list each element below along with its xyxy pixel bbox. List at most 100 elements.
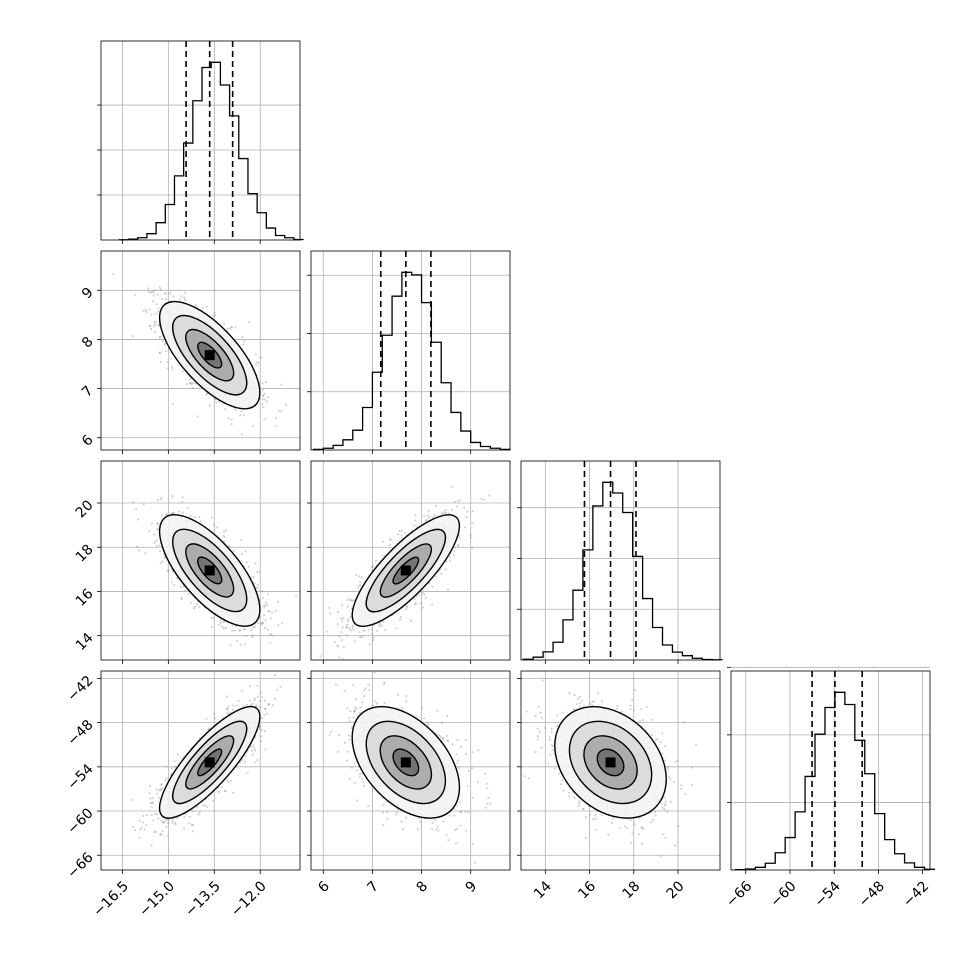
scatter-point	[152, 291, 155, 294]
scatter-point	[359, 584, 362, 587]
scatter-point	[198, 736, 201, 740]
scatter-point	[158, 351, 162, 354]
scatter-point	[448, 559, 451, 562]
scatter-point	[256, 684, 259, 687]
scatter-point	[378, 623, 381, 626]
scatter-point	[221, 625, 224, 628]
scatter-point	[418, 594, 421, 597]
scatter-panel-p3-p1	[100, 460, 301, 661]
scatter-point	[198, 811, 201, 814]
scatter-point	[163, 343, 166, 346]
histogram-step-p4	[734, 691, 936, 871]
scatter-point	[239, 629, 242, 632]
scatter-point	[471, 547, 474, 550]
scatter-point	[172, 819, 175, 822]
scatter-point	[164, 349, 167, 352]
scatter-point	[148, 325, 151, 328]
scatter-point	[249, 703, 252, 706]
scatter-point	[370, 565, 373, 569]
scatter-point	[397, 533, 400, 536]
scatter-point	[161, 787, 164, 790]
scatter-point	[225, 626, 228, 630]
scatter-point	[156, 522, 159, 525]
scatter-point	[192, 607, 196, 610]
scatter-point	[112, 273, 115, 276]
scatter-point	[480, 497, 483, 500]
scatter-point	[424, 519, 427, 523]
scatter-point	[154, 320, 157, 323]
scatter-point	[156, 792, 159, 795]
scatter-point	[153, 541, 156, 545]
panel-frame	[100, 40, 301, 241]
scatter-point	[371, 632, 374, 636]
scatter-point	[464, 526, 467, 529]
scatter-point	[186, 383, 189, 386]
scatter-point	[230, 418, 233, 421]
scatter-point	[158, 336, 161, 339]
scatter-point	[427, 509, 430, 513]
scatter-point	[134, 829, 137, 832]
scatter-point	[242, 414, 246, 417]
scatter-point	[336, 623, 340, 626]
scatter-point	[261, 388, 264, 391]
scatter-point	[210, 516, 213, 519]
scatter-point	[258, 571, 261, 574]
scatter-point	[354, 574, 357, 577]
scatter-point	[193, 516, 196, 519]
scatter-point	[263, 392, 266, 395]
scatter-point	[254, 353, 257, 356]
scatter-point	[257, 361, 260, 364]
scatter-point	[245, 561, 248, 564]
scatter-point	[183, 298, 187, 301]
scatter-point	[244, 628, 247, 631]
scatter-point	[225, 529, 228, 532]
scatter-point	[430, 603, 434, 606]
scatter-point	[161, 822, 165, 825]
scatter-point	[227, 705, 230, 708]
scatter-point	[253, 698, 256, 701]
scatter-point	[230, 326, 233, 329]
scatter-point	[260, 623, 264, 626]
scatter-point	[450, 508, 454, 511]
scatter-point	[367, 629, 370, 632]
scatter-point	[268, 610, 271, 613]
scatter-point	[256, 759, 259, 762]
scatter-point	[251, 634, 254, 637]
scatter-point	[222, 621, 225, 624]
scatter-point	[357, 587, 360, 590]
scatter-point	[234, 408, 237, 411]
scatter-point	[228, 545, 231, 548]
scatter-point	[184, 589, 187, 592]
scatter-point	[256, 586, 259, 589]
scatter-point	[171, 366, 174, 369]
scatter-point	[161, 830, 164, 833]
scatter-point	[259, 691, 262, 695]
scatter-point	[357, 584, 360, 587]
scatter-point	[229, 644, 232, 647]
scatter-point	[217, 623, 220, 626]
scatter-point	[345, 634, 348, 637]
scatter-point	[263, 604, 266, 608]
scatter-point	[246, 771, 249, 774]
scatter-point	[227, 781, 230, 784]
scatter-point	[251, 753, 254, 756]
scatter-point	[213, 311, 216, 314]
scatter-point	[259, 699, 262, 702]
scatter-point	[165, 291, 168, 294]
scatter-point	[195, 603, 198, 606]
scatter-point	[349, 629, 352, 632]
scatter-point	[427, 516, 431, 519]
scatter-point	[382, 540, 385, 543]
scatter-point	[170, 767, 173, 770]
scatter-point	[158, 351, 161, 355]
scatter-point	[158, 544, 161, 547]
scatter-point	[269, 633, 272, 636]
panel-frame	[730, 670, 931, 871]
scatter-point	[181, 496, 184, 499]
scatter-point	[219, 619, 222, 622]
scatter-point	[346, 623, 349, 627]
scatter-point	[180, 596, 183, 600]
scatter-point	[188, 815, 191, 818]
scatter-point	[157, 310, 160, 313]
scatter-point	[338, 656, 341, 659]
